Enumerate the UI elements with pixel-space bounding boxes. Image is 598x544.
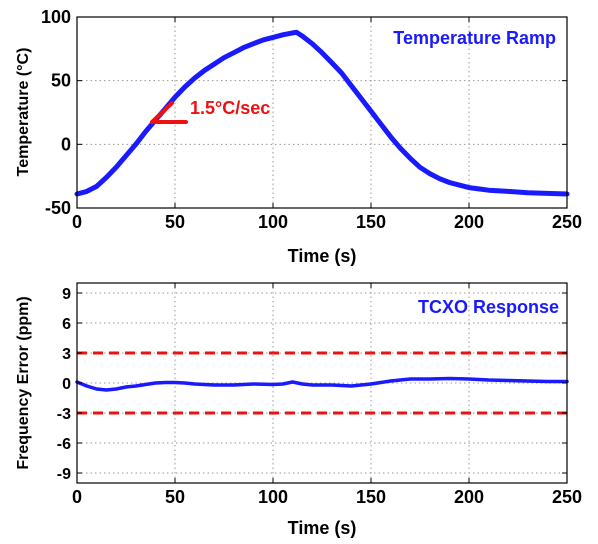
y-tick-label: 3 bbox=[62, 346, 71, 363]
x-tick-label: 0 bbox=[72, 487, 82, 507]
slope-marker-icon bbox=[150, 101, 188, 124]
x-tick-label: 150 bbox=[356, 212, 386, 232]
x-tick-label: 200 bbox=[454, 212, 484, 232]
x-axis-label: Time (s) bbox=[288, 518, 357, 538]
x-axis-label: Time (s) bbox=[288, 246, 357, 266]
x-tick-label: 200 bbox=[454, 487, 484, 507]
chart-title: Temperature Ramp bbox=[393, 28, 556, 48]
x-tick-label: 150 bbox=[356, 487, 386, 507]
x-tick-label: 250 bbox=[552, 487, 582, 507]
y-axis-label: Frequency Error (ppm) bbox=[15, 296, 32, 469]
y-tick-label: -6 bbox=[57, 436, 71, 453]
y-tick-label: 0 bbox=[62, 376, 71, 393]
limit-lines bbox=[77, 351, 567, 415]
y-tick-label: 9 bbox=[62, 286, 71, 303]
y-tick-label: -9 bbox=[57, 466, 71, 483]
x-tick-label: 50 bbox=[165, 212, 185, 232]
x-tick-label: 50 bbox=[165, 487, 185, 507]
y-tick-label: 50 bbox=[51, 71, 71, 91]
x-tick-label: 250 bbox=[552, 212, 582, 232]
axis-ticks: 0 50 100 150 200 250 9 6 3 0 -3 -6 -9 bbox=[57, 283, 582, 507]
x-tick-label: 100 bbox=[258, 212, 288, 232]
y-tick-label: 0 bbox=[61, 134, 71, 154]
y-tick-label: 6 bbox=[62, 316, 71, 333]
x-tick-label: 0 bbox=[72, 212, 82, 232]
y-axis-label: Temperature (°C) bbox=[15, 48, 32, 177]
slope-annotation: 1.5°C/sec bbox=[190, 98, 270, 118]
frequency-error-series-line bbox=[75, 376, 569, 392]
plot-frame bbox=[76, 16, 568, 209]
y-tick-label: -50 bbox=[45, 198, 71, 218]
x-tick-label: 100 bbox=[258, 487, 288, 507]
grid bbox=[77, 17, 567, 208]
y-tick-label: 100 bbox=[41, 7, 71, 27]
chart-title: TCXO Response bbox=[418, 297, 559, 317]
y-tick-label: -3 bbox=[57, 406, 71, 423]
